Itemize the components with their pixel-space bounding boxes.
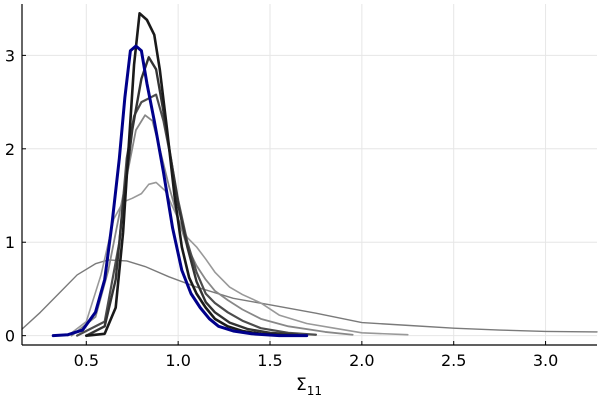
x-axis-label: Σ11 — [296, 375, 322, 398]
y-tick-label: 1 — [5, 233, 15, 252]
axes — [21, 4, 597, 346]
x-tick-label: 2.5 — [441, 351, 466, 370]
x-tick-label: 1.0 — [165, 351, 190, 370]
density-curve-1 — [21, 259, 598, 333]
y-tick-label: 0 — [5, 327, 15, 346]
density-curve-6 — [85, 12, 290, 337]
x-tick-label: 3.0 — [533, 351, 558, 370]
x-axis-label-subscript: 11 — [307, 384, 322, 398]
x-tick-label: 1.5 — [257, 351, 282, 370]
density-series-group — [21, 12, 598, 338]
x-tick-label: 2.0 — [349, 351, 374, 370]
density-curve-7 — [51, 44, 309, 338]
gridlines — [22, 4, 597, 345]
y-tick-label: 3 — [5, 46, 15, 65]
y-tick-label: 2 — [5, 140, 15, 159]
x-tick-label: 0.5 — [74, 351, 99, 370]
x-axis-label-symbol: Σ — [296, 375, 307, 395]
tick-labels: 0.5 1.0 1.5 2.0 2.5 3.0 0 1 2 3 — [5, 46, 558, 370]
